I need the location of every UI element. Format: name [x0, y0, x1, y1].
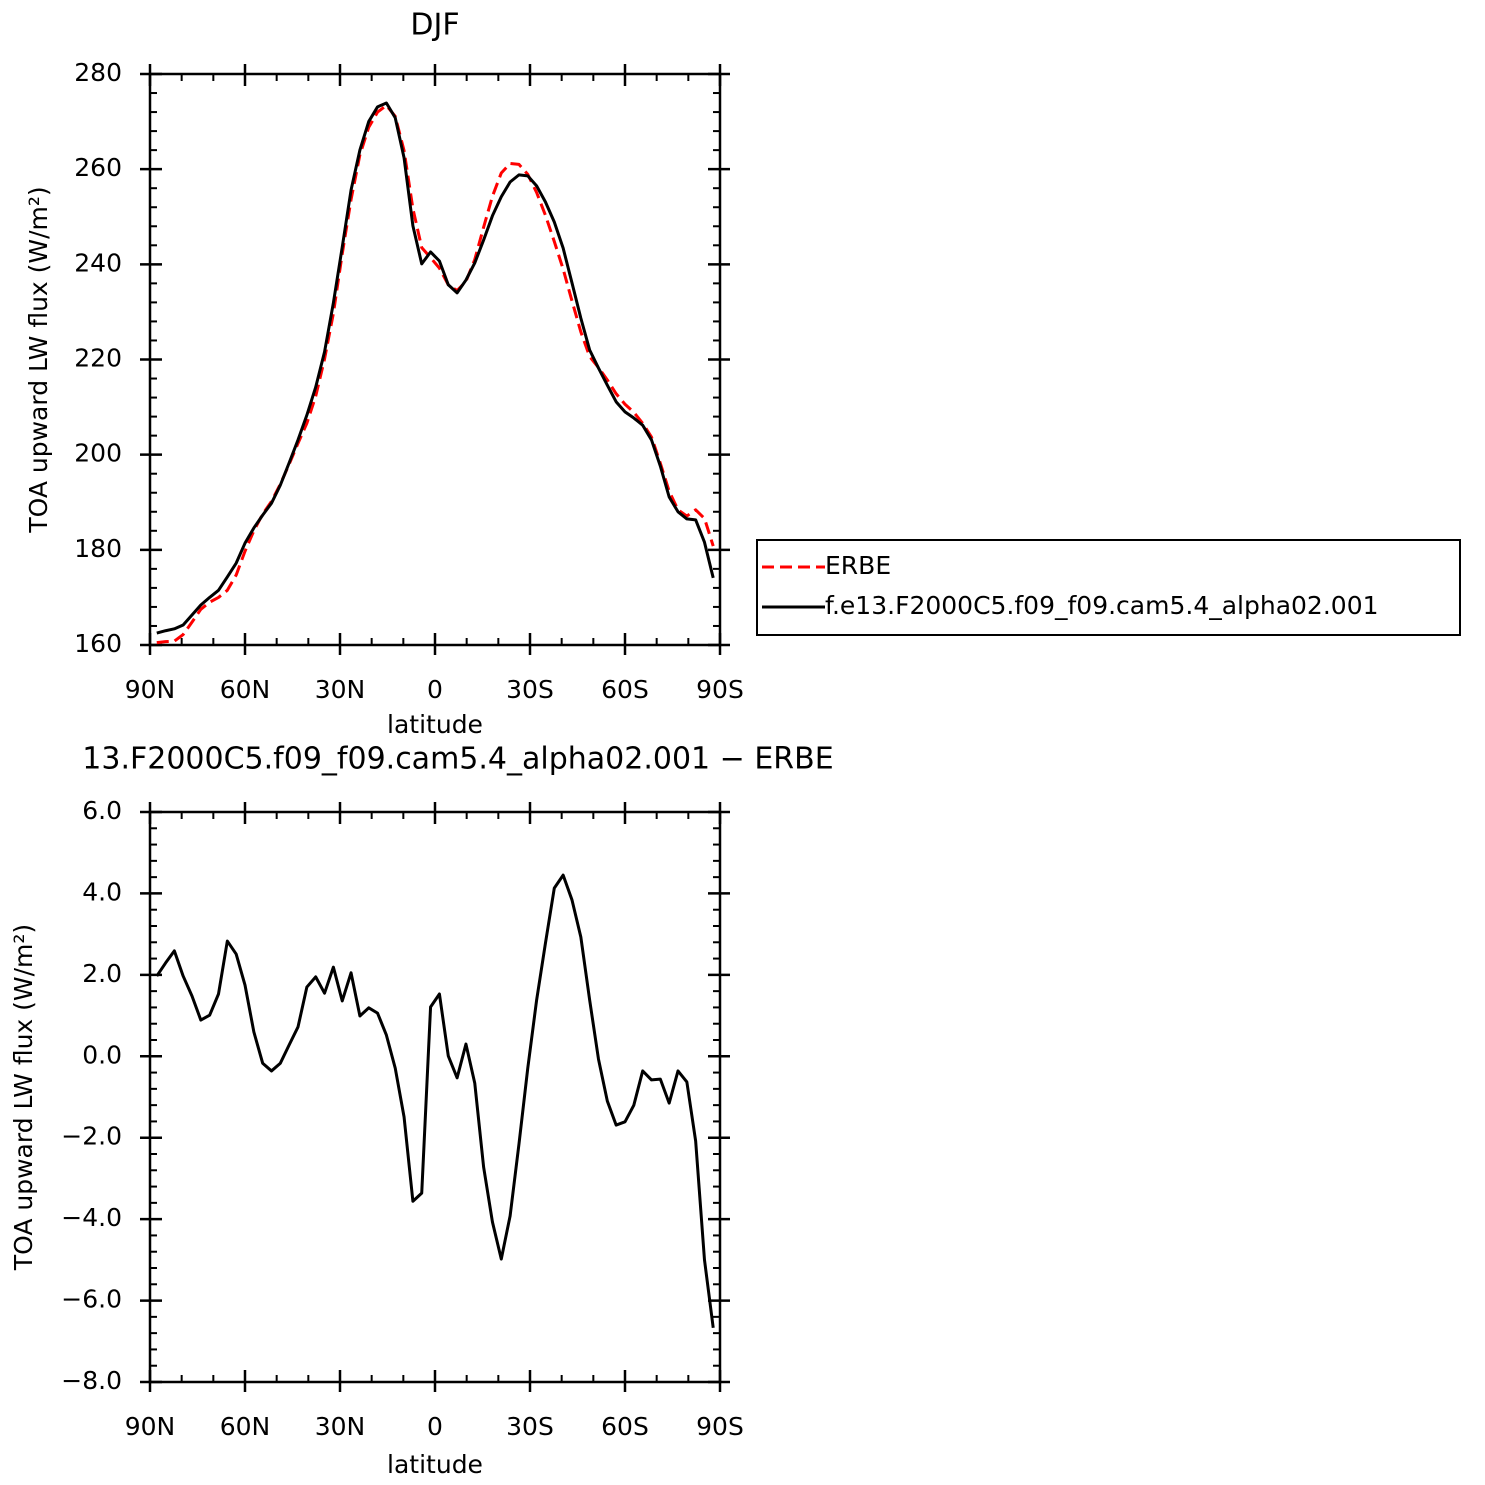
legend-box [756, 539, 1461, 636]
y-tick-label: −2.0 [61, 1122, 122, 1151]
plot-frame [148, 810, 722, 1384]
y-tick-label: −6.0 [61, 1285, 122, 1314]
y-axis-label: TOA upward LW flux (W/m²) [9, 924, 38, 1271]
y-tick-label: 220 [74, 344, 122, 373]
x-tick-label: 30S [506, 675, 554, 704]
y-tick-label: 240 [74, 248, 122, 277]
y-tick-label: 0.0 [82, 1040, 122, 1069]
x-tick-label: 0 [427, 1412, 443, 1441]
y-tick-label: 6.0 [82, 796, 122, 825]
x-tick-label: 60S [601, 1412, 649, 1441]
y-axis-label: TOA upward LW flux (W/m²) [24, 186, 53, 533]
y-tick-label: −4.0 [61, 1203, 122, 1232]
x-tick-label: 90S [696, 1412, 744, 1441]
x-tick-label: 60N [220, 675, 271, 704]
y-tick-label: 180 [74, 534, 122, 563]
x-tick-label: 60S [601, 675, 649, 704]
x-tick-label: 30N [315, 1412, 366, 1441]
x-tick-label: 30N [315, 675, 366, 704]
chart-title: 13.F2000C5.f09_f09.cam5.4_alpha02.001 − … [82, 742, 833, 777]
y-tick-label: 160 [74, 629, 122, 658]
x-tick-label: 90N [125, 675, 176, 704]
x-axis-label: latitude [387, 710, 483, 739]
x-axis-label: latitude [387, 1450, 483, 1479]
y-tick-label: 4.0 [82, 877, 122, 906]
x-tick-label: 60N [220, 1412, 271, 1441]
y-tick-label: 2.0 [82, 959, 122, 988]
chart-title: DJF [410, 8, 459, 43]
y-tick-label: −8.0 [61, 1366, 122, 1395]
y-tick-label: 260 [74, 153, 122, 182]
plot-frame [148, 72, 722, 647]
x-tick-label: 90S [696, 675, 744, 704]
y-tick-label: 280 [74, 58, 122, 87]
x-tick-label: 90N [125, 1412, 176, 1441]
data-line [156, 103, 715, 645]
data-line [156, 101, 715, 635]
x-tick-label: 0 [427, 675, 443, 704]
y-tick-label: 200 [74, 439, 122, 468]
data-line [155, 873, 715, 1329]
x-tick-label: 30S [506, 1412, 554, 1441]
legend-label: f.e13.F2000C5.f09_f09.cam5.4_alpha02.001 [825, 591, 1379, 620]
legend-label: ERBE [825, 551, 891, 580]
